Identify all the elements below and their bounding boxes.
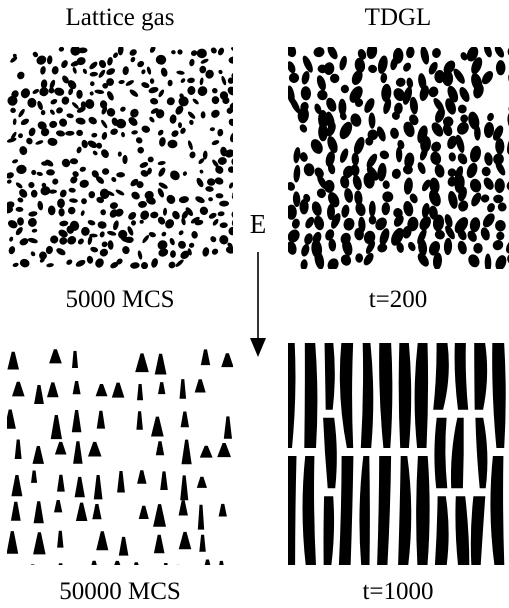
caption-t-1000: t=1000	[362, 578, 434, 605]
field-label-e: E	[249, 209, 267, 239]
field-arrow	[250, 252, 266, 357]
header-lattice-gas: Lattice gas	[65, 4, 175, 31]
caption-t-200: t=200	[368, 286, 428, 313]
header-tdgl: TDGL	[364, 4, 432, 31]
panel-tdgl-early	[288, 47, 509, 269]
panel-tdgl-late	[288, 343, 509, 565]
caption-5000-mcs: 5000 MCS	[65, 286, 175, 313]
caption-50000-mcs: 50000 MCS	[59, 578, 181, 605]
panel-lattice-gas-early	[7, 47, 233, 269]
field-arrow-head	[250, 338, 266, 357]
panel-lattice-gas-late	[7, 343, 233, 565]
